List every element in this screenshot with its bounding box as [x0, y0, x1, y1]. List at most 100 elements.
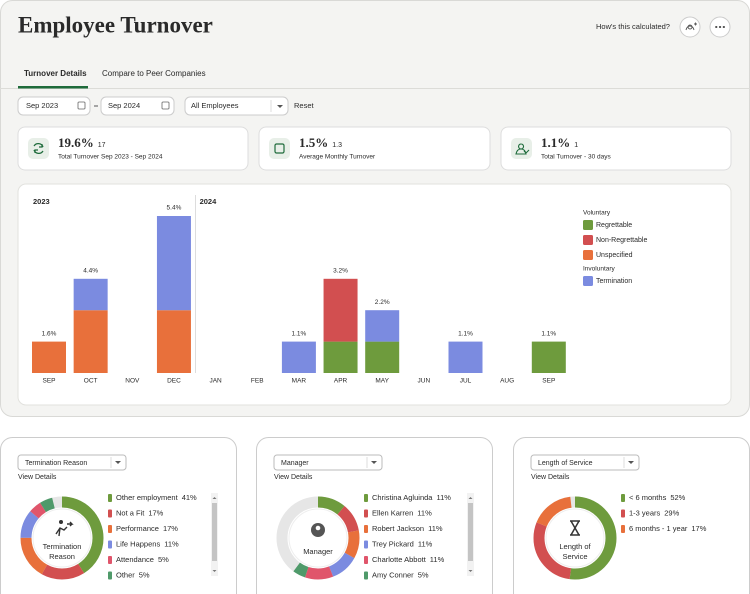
kpi-value: 1.5% — [299, 135, 328, 150]
bar-segment — [531, 341, 566, 373]
item-value: 11% — [436, 493, 451, 502]
end-date-input[interactable] — [100, 96, 175, 116]
bar-total-label: 3.2% — [333, 268, 348, 275]
breakdown-select[interactable] — [17, 454, 127, 471]
group-select[interactable] — [184, 96, 289, 116]
view-details-link[interactable]: View Details — [18, 474, 57, 481]
item-value: 5% — [139, 570, 150, 579]
legend-swatch — [364, 494, 368, 502]
item-value: 52% — [670, 493, 685, 502]
donut-center — [288, 508, 348, 568]
bar-segment — [73, 310, 108, 373]
item-name: Life Happens — [116, 539, 160, 548]
caret — [371, 461, 377, 464]
view-details-link[interactable]: View Details — [531, 474, 570, 481]
x-tick-label: NOV — [125, 378, 140, 385]
legend-label: Termination — [596, 278, 632, 285]
reset-link[interactable]: Reset — [294, 101, 315, 110]
bar-segment — [156, 216, 191, 311]
item-value: 17% — [691, 524, 706, 533]
filter-value: All Employees — [191, 101, 239, 110]
item-value: 11% — [164, 539, 179, 548]
scrollbar-thumb[interactable] — [212, 503, 217, 561]
bar-segment — [156, 310, 191, 373]
bar-segment — [365, 310, 400, 342]
legend-swatch — [108, 556, 112, 564]
donut-segment — [276, 496, 360, 580]
item-name: Not a Fit — [116, 508, 145, 517]
item-value: 11% — [428, 524, 443, 533]
kpi-value: 19.6% — [58, 135, 94, 150]
donut-center-label: Length of — [559, 542, 591, 551]
start-date-input[interactable] — [17, 96, 91, 116]
x-tick-label: APR — [334, 378, 348, 385]
view-details-link[interactable]: View Details — [274, 474, 313, 481]
caret — [115, 461, 121, 464]
item-value: 5% — [418, 570, 429, 579]
bar-total-label: 4.4% — [83, 268, 98, 275]
bar-segment — [32, 341, 66, 373]
x-tick-label: AUG — [500, 378, 514, 385]
donut-segment — [276, 496, 360, 580]
breakdown-select[interactable] — [273, 454, 383, 471]
legend-label: Unspecified — [596, 252, 633, 259]
donut-center — [545, 508, 605, 568]
tab[interactable]: Compare to Peer Companies — [102, 69, 206, 78]
item-name: Charlotte Abbott — [372, 555, 427, 564]
legend-swatch — [364, 571, 368, 580]
kpi-icon-bg — [28, 138, 49, 159]
item-value: 11% — [418, 539, 433, 548]
legend-swatch — [108, 525, 112, 533]
filter-value: Sep 2023 — [26, 101, 58, 110]
kpi-count: 17 — [98, 142, 106, 149]
person-icon-head — [59, 520, 63, 524]
legend-swatch — [583, 276, 593, 286]
x-tick-label: MAR — [292, 378, 307, 385]
year-label: 2023 — [33, 197, 50, 206]
x-tick-label: SEP — [542, 378, 555, 385]
x-tick-label: JUL — [460, 378, 472, 385]
breakdown-cards — [0, 437, 750, 594]
kpi-count: 1 — [574, 142, 578, 149]
hourglass-icon — [570, 520, 580, 536]
tab[interactable]: Turnover Details — [24, 69, 87, 78]
x-tick-label: FEB — [251, 378, 264, 385]
kpi-count: 1.3 — [332, 142, 342, 149]
donut-center — [32, 508, 92, 568]
calendar-icon — [161, 101, 170, 110]
donut-segment — [276, 496, 360, 580]
item-value: 11% — [430, 555, 445, 564]
breakdown-select-value: Manager — [281, 460, 309, 467]
legend-swatch — [621, 525, 625, 533]
bar-segment — [323, 341, 358, 373]
donut-center-label: Service — [562, 552, 587, 561]
bar-total-label: 1.1% — [541, 330, 556, 337]
person-icon — [55, 521, 74, 537]
kpi-card — [17, 126, 249, 171]
item-name: Amy Conner — [372, 570, 414, 579]
x-tick-label: JAN — [209, 378, 222, 385]
legend-swatch — [108, 509, 112, 518]
help-link[interactable]: How's this calculated? — [596, 22, 670, 31]
legend-swatch — [364, 509, 368, 518]
calendar-icon — [274, 143, 285, 154]
add-user-button[interactable] — [679, 16, 701, 38]
legend-swatch — [583, 220, 593, 230]
user-check-icon — [515, 143, 530, 155]
breakdown-select[interactable] — [530, 454, 640, 471]
item-value: 5% — [158, 555, 169, 564]
item-name: Attendance — [116, 555, 154, 564]
calendar-icon — [77, 101, 86, 110]
bar-total-label: 2.2% — [375, 299, 390, 306]
legend-swatch — [364, 540, 368, 549]
caret — [628, 461, 634, 464]
caret — [277, 105, 283, 108]
legend-label: Non-Regrettable — [596, 237, 647, 244]
donut-segment — [20, 496, 104, 580]
kpi-icon-bg — [269, 138, 290, 159]
refresh-icon — [33, 143, 44, 154]
scrollbar-thumb[interactable] — [468, 503, 473, 561]
item-name: 6 months - 1 year — [629, 524, 688, 533]
bar-segment — [448, 341, 483, 373]
